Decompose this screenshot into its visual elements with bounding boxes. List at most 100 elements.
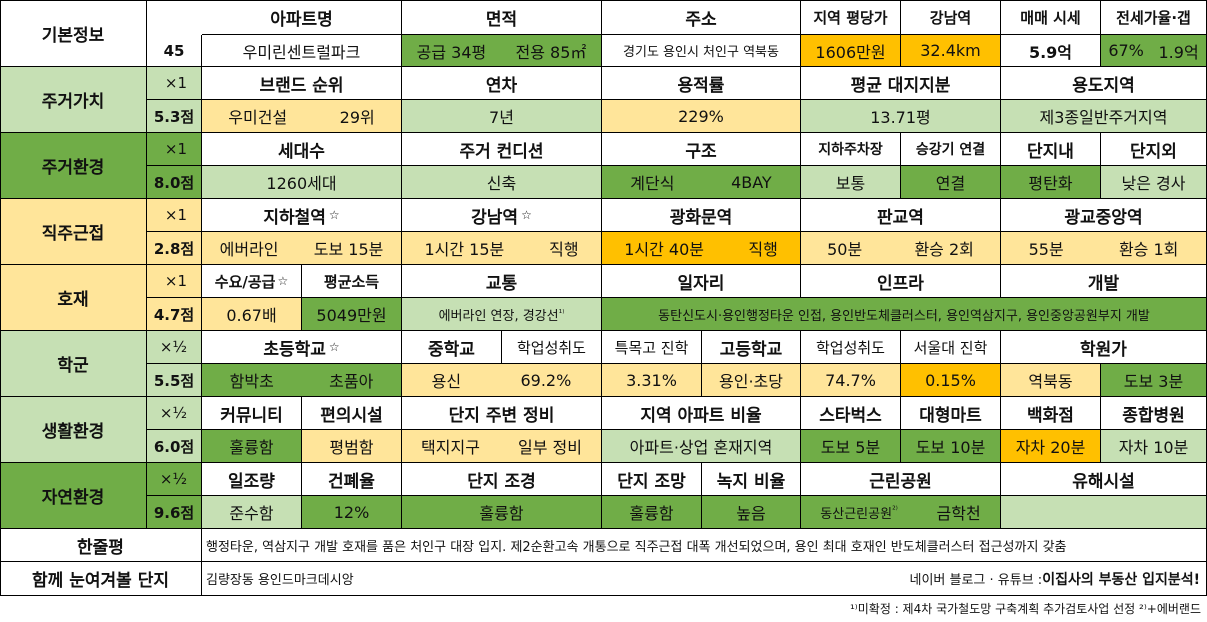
high-name: 용인·초당 xyxy=(702,364,801,397)
related-text: 김량장동 용인드마크데시앙 xyxy=(202,562,802,596)
header-park: 근린공원 xyxy=(801,463,1001,496)
elevator: 연결 xyxy=(901,166,1001,199)
border-left xyxy=(0,0,1,596)
section-score-commute: 2.8점 xyxy=(147,232,202,265)
header-far: 용적률 xyxy=(602,67,801,100)
credit-prefix: 네이버 블로그 · 유튜브 : xyxy=(909,573,1043,588)
header-gangnam-text: 강남역 xyxy=(471,207,519,228)
brand-cell: 우미건설 29위 xyxy=(202,100,402,133)
academy-area: 역북동 xyxy=(1001,364,1101,397)
building-age: 7년 xyxy=(402,100,602,133)
header-snu: 서울대 진학 xyxy=(901,331,1001,364)
header-development: 개발 xyxy=(1001,265,1207,298)
header-apt-name: 아파트명 xyxy=(202,0,402,35)
header-dept-store: 백화점 xyxy=(1001,397,1101,430)
coverage: 12% xyxy=(302,496,402,529)
header-transport: 교통 xyxy=(402,265,602,298)
credit-channel: 이집사의 부동산 입지분석! xyxy=(1042,571,1200,588)
header-gangnam-station: 강남역 ☆ xyxy=(402,199,602,232)
section-mult-env: ×1 xyxy=(147,133,202,166)
header-brand: 브랜드 순위 xyxy=(202,67,402,100)
structure-cell: 계단식 4BAY xyxy=(602,166,801,199)
section-mult-nature: ×½ xyxy=(147,463,202,496)
brand-rank: 29위 xyxy=(339,108,375,127)
footnote: ¹⁾미확정 : 제4차 국가철도망 구축계획 추가검토사업 선정 ²⁾+에버랜드 xyxy=(850,602,1201,616)
pangyo-transfer: 환승 2회 xyxy=(914,240,974,259)
header-elementary-text: 초등학교 xyxy=(263,339,326,360)
header-jobs: 일자리 xyxy=(602,265,801,298)
header-hazard: 유해시설 xyxy=(1001,463,1207,496)
hospital: 자차 10분 xyxy=(1101,430,1207,463)
section-mult-value: ×1 xyxy=(147,67,202,100)
header-supply: 수요/공급 ☆ xyxy=(202,265,302,298)
avg-income: 5049만원 xyxy=(302,298,402,331)
apt-ratio: 아파트·상업 혼재지역 xyxy=(602,430,801,463)
section-label-dev: 호재 xyxy=(0,265,147,331)
header-inner: 단지내 xyxy=(1001,133,1101,166)
header-jeonse-ratio: 전세가율·갭 xyxy=(1101,0,1207,35)
starbucks: 도보 5분 xyxy=(801,430,901,463)
header-supply-text: 수요/공급 xyxy=(214,272,276,291)
border-top xyxy=(0,0,1207,1)
section-score-school: 5.5점 xyxy=(147,364,202,397)
subway-line: 에버라인 xyxy=(219,240,279,259)
jeonse-ratio: 67% xyxy=(1108,41,1144,60)
header-zoning: 용도지역 xyxy=(1001,67,1207,100)
header-parking: 지하주차장 xyxy=(801,133,901,166)
header-gwanghwamun: 광화문역 xyxy=(602,199,801,232)
supply-ratio: 0.67배 xyxy=(202,298,302,331)
middle-cell: 용신 69.2% xyxy=(402,364,602,397)
gwanghwamun-time: 1시간 40분 xyxy=(624,240,704,259)
academy-walk: 도보 3분 xyxy=(1101,364,1207,397)
transport: 에버라인 연장, 경강선 xyxy=(438,308,559,324)
subway-cell: 에버라인 도보 15분 xyxy=(202,232,402,265)
header-academy: 학원가 xyxy=(1001,331,1207,364)
star-icon: ☆ xyxy=(277,274,289,288)
hazard xyxy=(1001,496,1207,529)
header-gwanggyo: 광교중앙역 xyxy=(1001,199,1207,232)
section-label-school: 학군 xyxy=(0,331,147,397)
elementary-name: 함박초 xyxy=(229,372,274,391)
park-cell: 동산근린공원²⁾ 금학천 xyxy=(801,496,1001,529)
inner-slope: 평탄화 xyxy=(1001,166,1101,199)
pangyo-cell: 50분 환승 2회 xyxy=(801,232,1001,265)
park-name: 동산근린공원²⁾ xyxy=(820,503,898,521)
header-infra: 인프라 xyxy=(801,265,1001,298)
header-elementary: 초등학교 ☆ xyxy=(202,331,402,364)
land-share: 13.71평 xyxy=(801,100,1001,133)
structure-type: 계단식 xyxy=(630,174,675,193)
location-analysis-table: 기본정보 45 아파트명 면적 주소 지역 평당가 강남역 매매 시세 전세가율… xyxy=(0,0,1207,596)
summary-text: 행정타운, 역삼지구 개발 호재를 품은 처인구 대장 입지. 제2순환고속 개… xyxy=(202,529,1207,562)
gap: 1.9억 xyxy=(1158,42,1199,62)
transport-note: ¹⁾ xyxy=(558,309,565,319)
gwanghwamun-type: 직행 xyxy=(748,240,778,259)
middle-score: 69.2% xyxy=(520,370,572,390)
section-label-commute: 직주근접 xyxy=(0,199,147,265)
header-mart: 대형마트 xyxy=(901,397,1001,430)
section-mult-commute: ×1 xyxy=(147,199,202,232)
section-label-value: 주거가치 xyxy=(0,67,147,133)
header-address: 주소 xyxy=(602,0,801,35)
header-households: 세대수 xyxy=(202,133,402,166)
community: 훌륭함 xyxy=(202,430,302,463)
gangnam-cell: 1시간 15분 직행 xyxy=(402,232,602,265)
header-pangyo: 판교역 xyxy=(801,199,1001,232)
header-green: 녹지 비율 xyxy=(702,463,801,496)
section-score-nature: 9.6점 xyxy=(147,496,202,529)
star-icon: ☆ xyxy=(328,340,340,354)
dept-store: 자차 20분 xyxy=(1001,430,1101,463)
section-label-nature: 자연환경 xyxy=(0,463,147,529)
header-hospital: 종합병원 xyxy=(1101,397,1207,430)
credit: 네이버 블로그 · 유튜브 : 이집사의 부동산 입지분석! xyxy=(802,562,1207,596)
area-cell: 공급 34평 전용 85㎡ xyxy=(402,35,602,67)
area-exclusive: 전용 85㎡ xyxy=(515,42,587,62)
area-supply: 공급 34평 xyxy=(416,42,487,62)
header-area: 면적 xyxy=(402,0,602,35)
park-stream: 금학천 xyxy=(936,504,981,523)
sunlight: 준수함 xyxy=(202,496,302,529)
elementary-type: 초품아 xyxy=(329,372,374,391)
transport-cell: 에버라인 연장, 경강선 ¹⁾ xyxy=(402,298,602,331)
special-hs-rate: 3.31% xyxy=(602,364,702,397)
basic-info-label: 기본정보 xyxy=(0,0,147,67)
mart: 도보 10분 xyxy=(901,430,1001,463)
